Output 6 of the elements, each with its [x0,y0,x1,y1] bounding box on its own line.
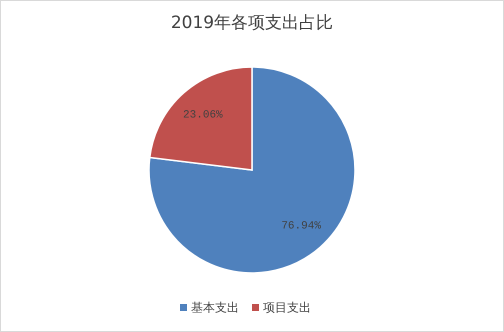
legend-label: 项目支出 [263,300,311,314]
pie-slice [148,66,356,274]
data-label: 23.06% [183,109,224,122]
data-label: 76.94% [281,220,322,232]
chart-title: 2019年各项支出占比 [170,13,334,33]
legend-label: 基本支出 [191,300,239,314]
